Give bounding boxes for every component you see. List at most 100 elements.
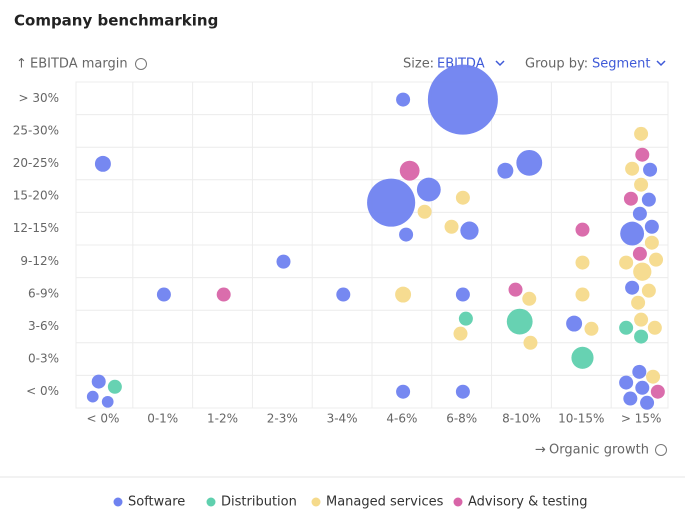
bubble (216, 287, 231, 302)
bubble (506, 308, 533, 335)
x-tick-label: 1-2% (207, 412, 238, 426)
legend-label: Distribution (221, 495, 297, 510)
bubble (631, 295, 646, 310)
bubble (625, 280, 640, 295)
bubble (649, 252, 664, 267)
bubble (508, 282, 523, 297)
bubble (399, 227, 414, 242)
bubble (641, 283, 656, 298)
bubble (650, 384, 665, 399)
bubble (566, 315, 583, 332)
bubble (575, 287, 590, 302)
y-tick-label: 15-20% (13, 189, 59, 203)
x-tick-label: 2-3% (267, 412, 298, 426)
y-axis-label: EBITDA margin (30, 57, 128, 72)
bubble (395, 286, 412, 303)
bubble (619, 255, 634, 270)
bubble (417, 204, 432, 219)
bubble (416, 177, 441, 202)
bubble (644, 235, 659, 250)
arrow-icon: ↑ (16, 57, 27, 72)
y-tick-label: 6-9% (28, 286, 59, 300)
bubble (575, 222, 590, 237)
y-tick-label: 0-3% (28, 352, 59, 366)
y-tick-label: > 30% (18, 91, 59, 105)
bubble (460, 221, 479, 240)
arrow-icon: → (535, 443, 546, 458)
bubble (516, 149, 543, 176)
bubble (455, 384, 470, 399)
bubble (623, 391, 638, 406)
bubble (634, 312, 649, 327)
bubble (634, 177, 649, 192)
bubble (584, 321, 599, 336)
legend-swatch (311, 497, 321, 507)
y-tick-label: 25-30% (13, 123, 59, 137)
bubble (427, 64, 498, 135)
legend-label: Software (128, 495, 185, 510)
bubble (497, 162, 514, 179)
bubble (619, 320, 634, 335)
bubble (444, 219, 459, 234)
x-tick-label: 3-4% (327, 412, 358, 426)
bubble (91, 374, 106, 389)
bubble (399, 160, 420, 181)
info-icon[interactable] (135, 58, 147, 70)
bubble (646, 369, 661, 384)
bubble (623, 191, 638, 206)
bubble (635, 380, 650, 395)
bubble (619, 375, 634, 390)
bubble (336, 287, 351, 302)
bubble (632, 246, 647, 261)
bubble (453, 326, 468, 341)
bubble (156, 287, 171, 302)
legend-swatch (113, 497, 123, 507)
bubble (396, 384, 411, 399)
bubble (458, 311, 473, 326)
group-label: Group by: (525, 57, 588, 72)
bubble (634, 126, 649, 141)
bubble (635, 147, 650, 162)
info-icon[interactable] (655, 444, 667, 456)
x-tick-label: > 15% (621, 412, 662, 426)
bubble (276, 254, 291, 269)
bubble (94, 155, 111, 172)
bubble (523, 335, 538, 350)
bubble (107, 379, 122, 394)
bubble (571, 346, 594, 369)
x-tick-label: 0-1% (147, 412, 178, 426)
bubble (634, 329, 649, 344)
x-tick-label: 10-15% (558, 412, 604, 426)
bubble (632, 206, 647, 221)
x-axis-label: Organic growth (549, 443, 649, 458)
bubble (620, 221, 645, 246)
bubble (643, 162, 658, 177)
bubble (641, 192, 656, 207)
bubble (455, 190, 470, 205)
x-tick-label: < 0% (86, 412, 119, 426)
group-value[interactable]: Segment (592, 57, 651, 72)
bubble (632, 364, 647, 379)
bubble (101, 395, 114, 408)
y-tick-label: 12-15% (13, 221, 59, 235)
chevron[interactable] (495, 60, 505, 67)
chart-title: Company benchmarking (14, 12, 218, 30)
y-tick-label: < 0% (26, 384, 59, 398)
x-tick-label: 8-10% (502, 412, 541, 426)
y-tick-label: 3-6% (28, 319, 59, 333)
bubble (522, 291, 537, 306)
x-tick-label: 6-8% (446, 412, 477, 426)
bubble (396, 92, 411, 107)
y-tick-label: 9-12% (20, 254, 59, 268)
bubble (367, 178, 416, 227)
bubble (644, 219, 659, 234)
bubble (647, 320, 662, 335)
bubble (633, 262, 652, 281)
legend-label: Managed services (326, 495, 444, 510)
legend-swatch (206, 497, 216, 507)
chevron[interactable] (656, 60, 666, 67)
y-tick-label: 20-25% (13, 156, 59, 170)
bubble (640, 395, 655, 410)
size-label: Size: (403, 57, 434, 72)
